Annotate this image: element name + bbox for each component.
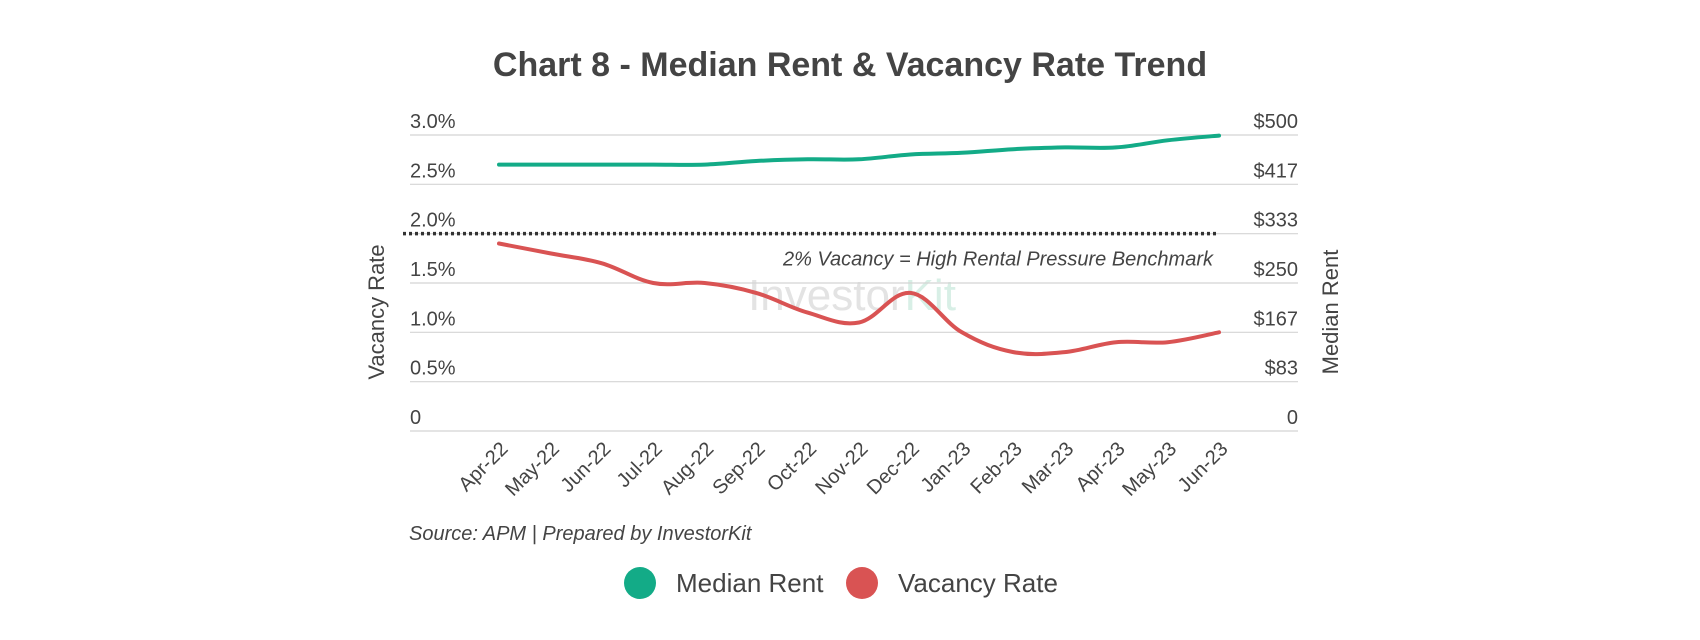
left-tick-label: 0 (410, 407, 421, 429)
x-tick-label: Jan-23 (917, 438, 976, 497)
left-tick-label: 3.0% (410, 111, 456, 133)
left-axis-title: Vacancy Rate (364, 244, 389, 379)
left-tick-label: 0.5% (410, 358, 456, 380)
x-tick-label: Sep-22 (709, 438, 770, 499)
x-axis-ticks: Apr-22May-22Jun-22Jul-22Aug-22Sep-22Oct-… (455, 438, 1233, 501)
right-tick-label: $333 (1254, 210, 1299, 232)
left-tick-label: 1.0% (410, 308, 456, 330)
chart-title: Chart 8 - Median Rent & Vacancy Rate Tre… (493, 46, 1207, 84)
x-tick-label: Mar-23 (1018, 438, 1078, 498)
grid-lines (410, 134, 1298, 432)
x-tick-label: Nov-22 (811, 438, 872, 499)
x-tick-label: Aug-22 (657, 438, 718, 499)
left-tick-label: 2.5% (410, 160, 456, 182)
legend-swatch (846, 567, 878, 599)
x-tick-label: Dec-22 (863, 438, 924, 499)
right-tick-label: $167 (1254, 308, 1299, 330)
series-line-vacancy-rate (497, 241, 1221, 357)
benchmark-label: 2% Vacancy = High Rental Pressure Benchm… (782, 249, 1214, 271)
x-tick-label: Jun-22 (557, 438, 616, 497)
legend-label: Vacancy Rate (898, 568, 1058, 598)
right-axis-ticks: 0 $83 $167 $250 $333 $417 $500 (1254, 111, 1299, 429)
x-tick-label: May-23 (1118, 438, 1181, 501)
series-line-median-rent (497, 133, 1221, 167)
legend-label: Median Rent (676, 568, 824, 598)
legend-item: Median Rent (624, 567, 824, 599)
right-tick-label: $83 (1265, 358, 1298, 380)
left-tick-label: 2.0% (410, 210, 456, 232)
legend-item: Vacancy Rate (846, 567, 1058, 599)
series-lines (497, 133, 1221, 357)
right-tick-label: $250 (1254, 259, 1299, 281)
watermark-text-investor: Investor (748, 271, 905, 320)
x-tick-label: Feb-23 (966, 438, 1026, 498)
x-tick-label: Oct-22 (763, 438, 821, 496)
watermark-text-kit: Kit (905, 271, 956, 320)
watermark: InvestorKit (748, 271, 956, 320)
x-tick-label: May-22 (501, 438, 564, 501)
source-note: Source: APM | Prepared by InvestorKit (409, 523, 753, 545)
svg-text:InvestorKit: InvestorKit (748, 271, 956, 320)
right-axis-title: Median Rent (1318, 250, 1343, 375)
right-tick-label: $417 (1254, 160, 1299, 182)
legend-swatch (624, 567, 656, 599)
right-tick-label: $500 (1254, 111, 1299, 133)
right-tick-label: 0 (1287, 407, 1298, 429)
legend: Median Rent Vacancy Rate (624, 567, 1058, 599)
left-axis-ticks: 0 0.5% 1.0% 1.5% 2.0% 2.5% 3.0% (410, 111, 456, 429)
x-tick-label: Jun-23 (1174, 438, 1233, 497)
left-tick-label: 1.5% (410, 259, 456, 281)
